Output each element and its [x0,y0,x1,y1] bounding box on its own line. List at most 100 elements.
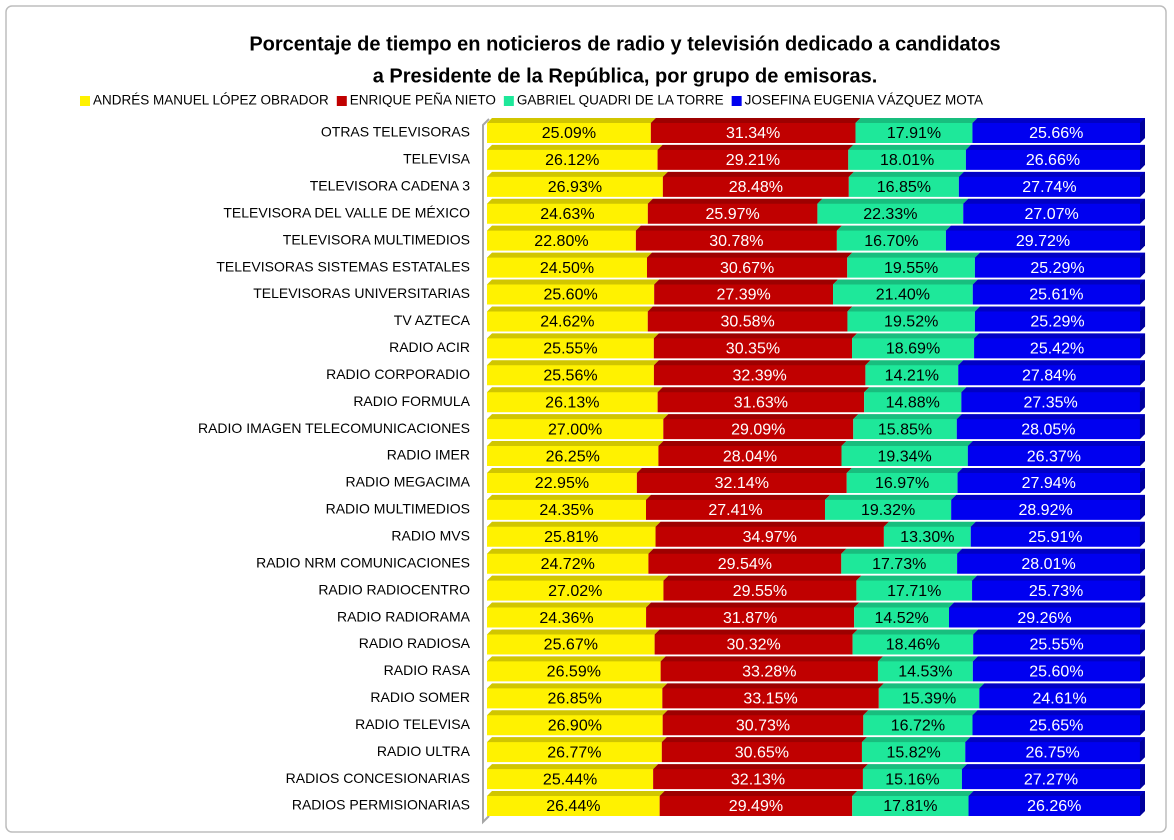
bar-shade [1140,144,1145,170]
bar-shade [862,764,967,770]
bar-shade [967,441,1145,447]
bar [487,441,664,467]
data-label: 27.35% [1024,394,1078,411]
data-label: 15.82% [886,744,940,761]
data-label: 29.54% [718,556,772,573]
bar [660,656,883,682]
data-label: 27.07% [1024,206,1078,223]
bar [487,764,659,790]
y-tick-label: TELEVISA [403,151,471,167]
bar-shade [970,521,1145,527]
bar-shade [973,629,1145,635]
data-label: 26.25% [546,448,600,465]
data-label: 16.85% [877,179,931,196]
bar-shade [855,118,978,123]
y-tick-label: TELEVISORA DEL VALLE DE MÉXICO [223,204,470,220]
bar [852,629,979,655]
data-label: 29.26% [1017,610,1071,627]
bar-shade [841,441,973,447]
data-label: 25.60% [543,287,597,304]
bar [487,306,653,332]
bar-shade [1139,387,1145,413]
bar [487,252,652,278]
bar [663,575,862,601]
bar-shade [487,387,663,393]
data-label: 30.58% [720,314,774,331]
bar-shade [663,575,862,581]
bar [817,198,969,224]
data-label: 29.72% [1016,233,1070,250]
data-label: 32.39% [733,367,787,384]
bar-shade [657,387,870,393]
bar [865,360,964,386]
data-label: 28.01% [1021,556,1075,573]
bar [650,118,861,143]
bar-shade [662,171,854,177]
legend-label: GABRIEL QUADRI DE LA TORRE [517,93,724,108]
bar [863,710,978,736]
data-label: 30.67% [720,260,774,277]
bar [864,387,967,413]
y-tick-label: RADIO ULTRA [377,743,471,759]
bar [487,710,668,736]
bar-shade [487,683,668,689]
bar [487,414,669,440]
data-label: 24.63% [540,206,594,223]
legend-swatch [731,96,742,106]
data-label: 33.15% [743,691,797,708]
bar-shade [487,414,669,420]
data-label: 21.40% [876,287,930,304]
data-label: 18.46% [886,637,940,654]
y-tick-label: TELEVISORAS UNIVERSITARIAS [253,285,470,301]
y-tick-label: RADIO RADIORAMA [337,608,471,624]
data-label: 25.29% [1030,260,1084,277]
bar [635,225,842,251]
bar-shade [487,629,660,635]
bar [654,279,839,305]
bar-shade [647,306,853,312]
data-label: 14.88% [886,394,940,411]
y-tick-label: TELEVISORAS SISTEMAS ESTATALES [216,258,470,274]
bar [883,521,976,547]
bar [956,414,1145,440]
data-label: 14.52% [874,610,928,627]
bar-shade [877,656,978,662]
bar-shade [487,144,663,150]
bar [663,414,859,440]
bar [945,225,1145,251]
data-label: 26.93% [548,179,602,196]
bar [833,279,978,305]
data-label: 26.37% [1027,448,1081,465]
data-label: 30.65% [735,744,789,761]
data-label: 30.32% [726,637,780,654]
data-label: 27.39% [716,287,770,304]
data-label: 31.87% [723,610,777,627]
bar-shade [487,198,653,204]
bar [854,602,954,628]
data-label: 27.41% [708,502,762,519]
bar-shade [487,602,652,608]
bar [846,467,963,493]
bar-shade [972,710,1145,716]
bar [862,764,967,790]
bar-shade [865,360,964,366]
data-label: 14.21% [885,367,939,384]
data-label: 15.16% [885,771,939,788]
bar-shade [1140,764,1145,790]
bar [487,467,642,493]
data-label: 22.95% [535,475,589,492]
bar-shade [658,441,847,447]
data-label: 24.35% [539,502,593,519]
bar-shade [1140,629,1145,655]
y-tick-label: RADIO TELEVISA [355,716,471,732]
data-label: 25.73% [1029,583,1083,600]
bar [487,575,669,601]
bar-shade [1140,494,1145,520]
y-tick-label: TELEVISORA MULTIMEDIOS [283,231,470,247]
bar-shade [1140,279,1145,305]
bar [487,521,661,547]
bar-shade [852,333,980,339]
bar-shade [856,575,978,581]
bar-shade [836,225,951,231]
bar [861,737,971,763]
